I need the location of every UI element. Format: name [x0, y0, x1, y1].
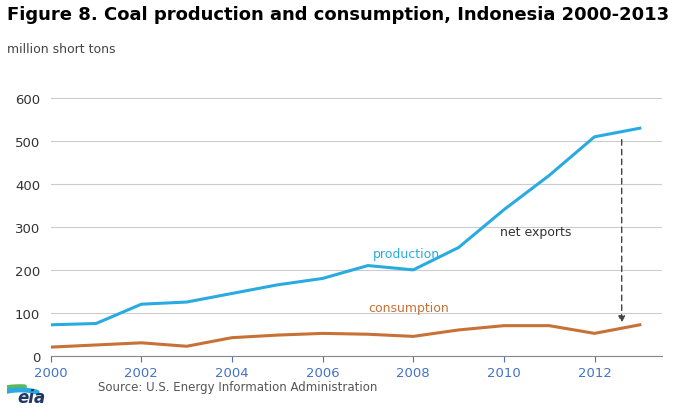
Text: million short tons: million short tons: [7, 43, 116, 56]
Text: production: production: [372, 248, 439, 261]
Text: Source: U.S. Energy Information Administration: Source: U.S. Energy Information Administ…: [98, 380, 377, 393]
Text: eia: eia: [17, 388, 45, 406]
Text: consumption: consumption: [368, 302, 449, 315]
Text: net exports: net exports: [500, 225, 572, 238]
Text: Figure 8. Coal production and consumption, Indonesia 2000-2013: Figure 8. Coal production and consumptio…: [7, 6, 669, 24]
